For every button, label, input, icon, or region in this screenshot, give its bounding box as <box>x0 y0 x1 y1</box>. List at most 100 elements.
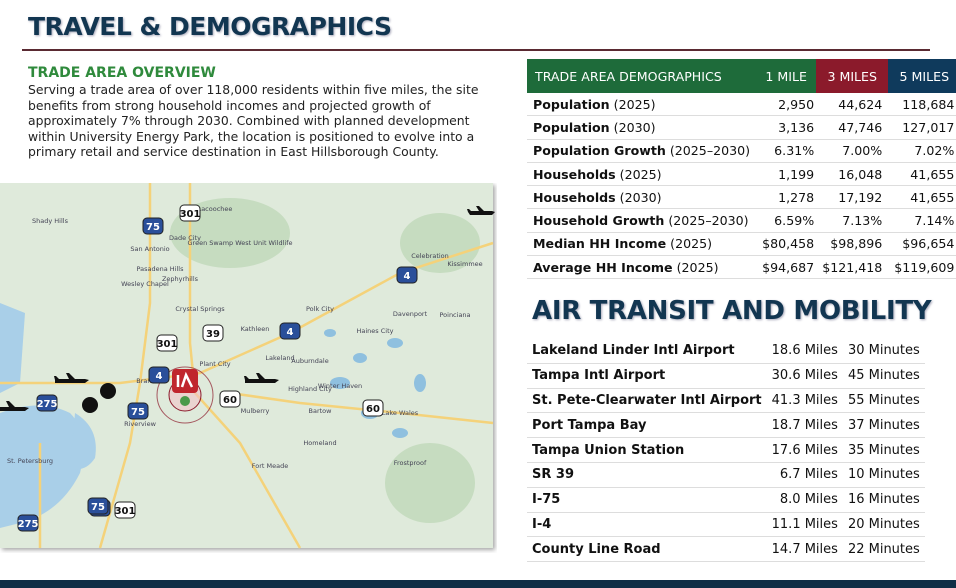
cell-value: 18.6 Miles <box>766 339 843 364</box>
map-label: Homeland <box>303 439 336 447</box>
cell-value: 7.14% <box>888 208 956 233</box>
shield <box>17 514 39 532</box>
map-label: Lacoochee <box>198 205 233 213</box>
map-label: Bartow <box>309 407 333 415</box>
period: (2025) <box>619 166 662 182</box>
table-row: Households (2025) 1,199 16,048 41,655 <box>527 162 956 187</box>
map-label: Davenport <box>393 310 428 318</box>
shield-label: 75 <box>146 222 160 233</box>
cell-value: 7.13% <box>816 208 889 233</box>
cell-value: $119,609 <box>888 255 956 280</box>
row-label: Average HH Income (2025) <box>527 255 757 280</box>
table-row: Population Growth (2025–2030) 6.31% 7.00% 7… <box>527 139 956 163</box>
map-shields: 75301754439301427575606075301275 <box>17 204 418 532</box>
column-header: 3 MILES <box>816 59 889 93</box>
water <box>0 405 84 528</box>
row-label: Tampa Union Station <box>527 437 767 463</box>
page-title: TRAVEL & DEMOGRAPHICS <box>28 12 392 41</box>
row-label: I-75 <box>527 487 767 513</box>
cell-value: 17,192 <box>816 185 889 210</box>
table-row: Lakeland Linder Intl Airport 18.6 Miles 30… <box>527 339 925 364</box>
map-label: Haines City <box>357 327 394 335</box>
cell-value: 1,278 <box>756 185 817 210</box>
cell-value: 6.7 Miles <box>766 462 843 488</box>
cell-value: 41.3 Miles <box>766 388 843 414</box>
map-label: Riverview <box>124 420 156 428</box>
label: Households <box>533 189 616 205</box>
table-row: SR 39 6.7 Miles 10 Minutes <box>527 462 925 488</box>
column-header: 5 MILES <box>888 59 956 93</box>
table-row: I-4 11.1 Miles 20 Minutes <box>527 512 925 538</box>
label: Population <box>533 96 610 112</box>
table-row: St. Pete-Clearwater Intl Airport 41.3 Mil… <box>527 388 925 414</box>
cell-value: 1,199 <box>756 162 817 187</box>
map-label: Wesley Chapel <box>121 280 169 288</box>
shield-label: 4 <box>156 371 163 382</box>
row-label: Household Growth (2025–2030) <box>527 208 757 233</box>
cell-value: 20 Minutes <box>842 512 925 538</box>
shield <box>114 501 136 519</box>
cell-value: $121,418 <box>816 255 889 280</box>
transit-table: Lakeland Linder Intl Airport 18.6 Miles 30… <box>527 339 925 563</box>
label: Average HH Income <box>533 259 673 275</box>
cell-value: 7.02% <box>888 139 956 163</box>
cell-value: 55 Minutes <box>842 388 925 414</box>
label: Median HH Income <box>533 236 667 252</box>
table-row: Tampa Intl Airport 30.6 Miles 45 Minutes <box>527 363 925 389</box>
water <box>0 303 25 393</box>
cell-value: 41,655 <box>888 162 956 187</box>
site-pin <box>180 396 190 406</box>
cell-value: 14.7 Miles <box>766 536 843 563</box>
shield-label: 275 <box>37 399 58 410</box>
map-label: Mulberry <box>241 407 270 415</box>
period: (2030) <box>619 189 662 205</box>
period: (2025–2030) <box>668 213 749 229</box>
cell-value: 41,655 <box>888 185 956 210</box>
shield-label: 75 <box>91 502 105 513</box>
cell-value: 22 Minutes <box>842 536 925 563</box>
row-label: Population Growth (2025–2030) <box>527 139 757 163</box>
table-row: Household Growth (2025–2030) 6.59% 7.13% 7.… <box>527 208 956 233</box>
shield-label: 301 <box>115 506 136 517</box>
map-label: Zephyrhills <box>162 275 199 283</box>
table-row: Tampa Union Station 17.6 Miles 35 Minutes <box>527 437 925 463</box>
shield-label: 301 <box>157 339 178 350</box>
shield <box>148 366 170 384</box>
shield-label: 301 <box>180 209 201 220</box>
divider <box>22 49 930 51</box>
column-header: TRADE AREA DEMOGRAPHICS <box>527 59 757 93</box>
water <box>70 413 96 470</box>
table-row: Average HH Income (2025) $94,687 $121,418 $… <box>527 255 956 280</box>
map-label: Shady Hills <box>32 217 69 225</box>
row-label: St. Pete-Clearwater Intl Airport <box>527 388 767 414</box>
table-row: Port Tampa Bay 18.7 Miles 37 Minutes <box>527 412 925 439</box>
cell-value: 30 Minutes <box>842 339 925 364</box>
cell-value: 11.1 Miles <box>766 512 843 538</box>
cell-value: 45 Minutes <box>842 363 925 389</box>
table-row: Households (2030) 1,278 17,192 41,655 <box>527 185 956 210</box>
map-label: Dade City <box>169 234 201 242</box>
row-label: I-4 <box>527 512 767 538</box>
table-row: Median HH Income (2025) $80,458 $98,896 $96… <box>527 232 956 257</box>
row-label: Port Tampa Bay <box>527 412 767 439</box>
period: (2025–2030) <box>669 143 751 159</box>
section-title: TRADE AREA OVERVIEW <box>28 65 216 81</box>
period: (2030) <box>613 119 656 135</box>
row-label: Population (2030) <box>527 115 757 140</box>
row-label: Households (2025) <box>527 162 757 187</box>
logo-mark <box>176 371 194 388</box>
row-label: SR 39 <box>527 462 767 488</box>
shield-label: 4 <box>287 327 294 338</box>
port-icon <box>82 397 98 413</box>
cell-value: 3,136 <box>756 115 817 140</box>
cell-value: 16,048 <box>816 162 889 187</box>
train-icon <box>100 383 116 399</box>
map-label: Poinciana <box>439 311 470 319</box>
row-label: County Line Road <box>527 536 767 563</box>
cell-value: $98,896 <box>816 232 889 257</box>
shield <box>156 334 178 352</box>
map-label: Green Swamp West Unit Wildlife <box>188 239 293 247</box>
label: Population <box>533 119 610 135</box>
